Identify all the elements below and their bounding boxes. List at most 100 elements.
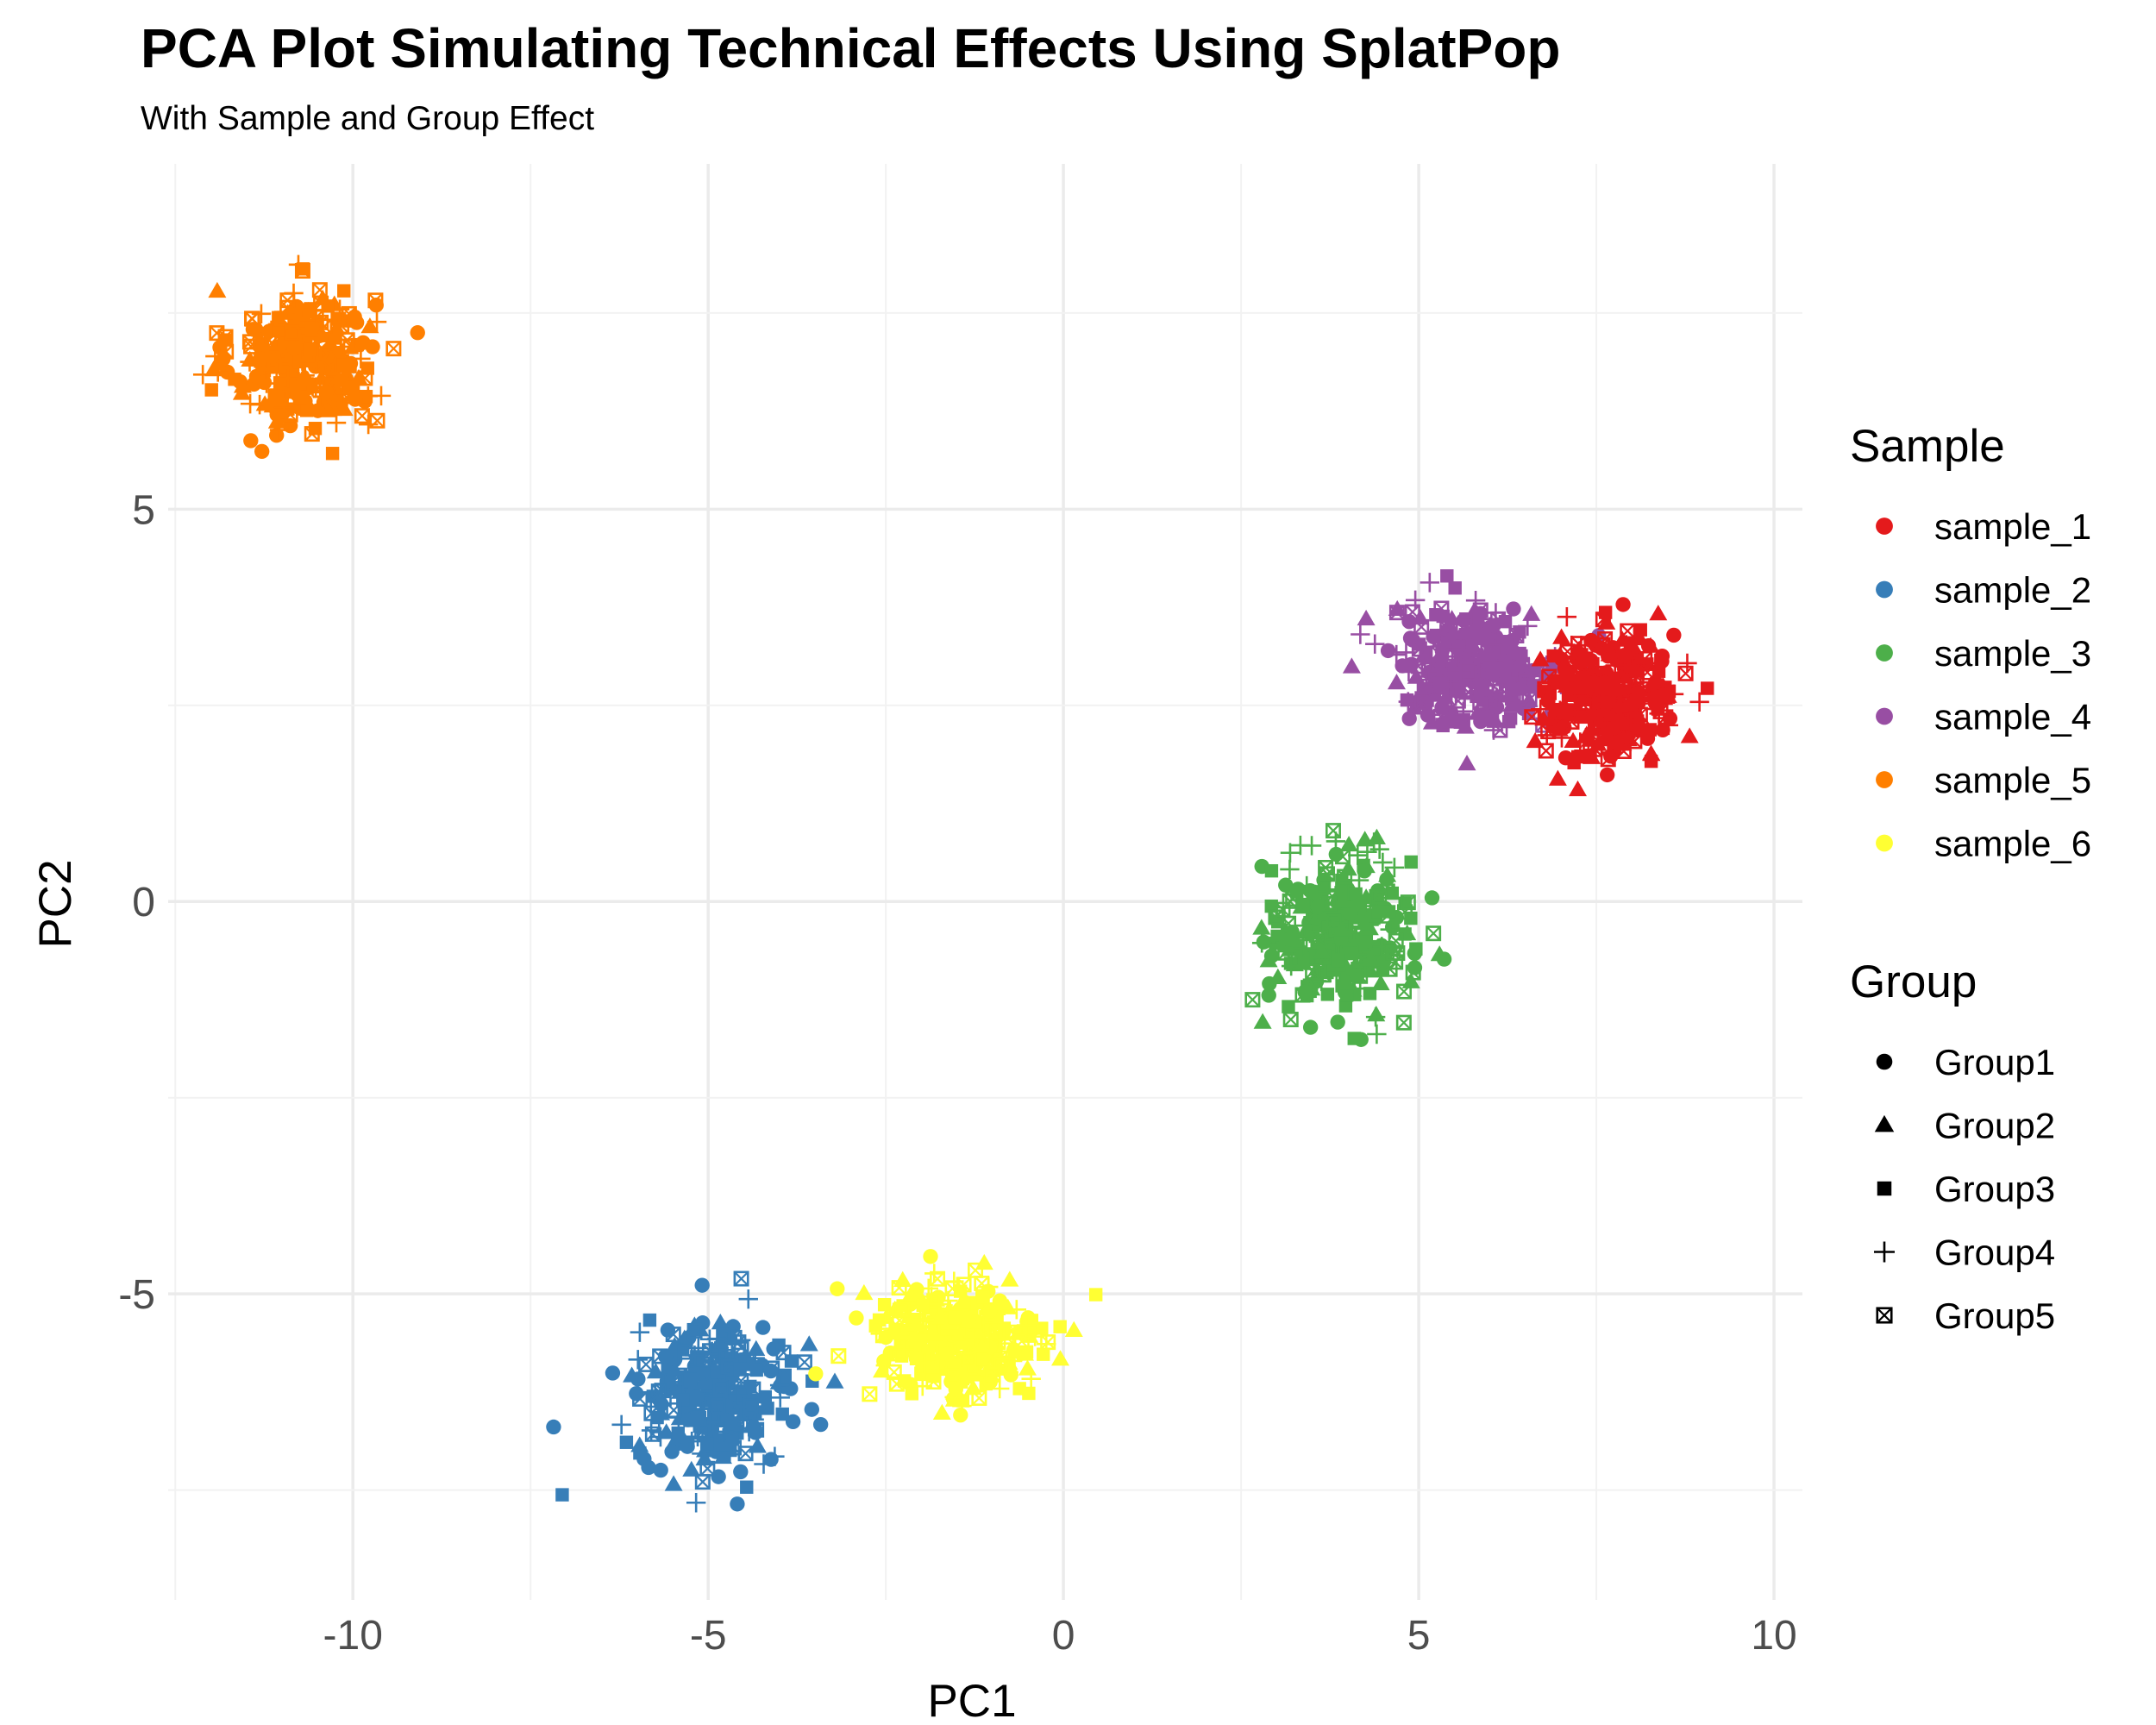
data-point: [1367, 828, 1386, 844]
data-point: [1615, 597, 1631, 612]
data-point: [650, 1383, 667, 1400]
data-point: [319, 401, 338, 417]
data-point: [913, 1309, 934, 1329]
data-point: [254, 443, 270, 460]
data-point: [799, 1335, 818, 1352]
x-tick-label: -5: [690, 1613, 727, 1659]
data-point: [1244, 992, 1261, 1008]
data-point: [924, 1264, 944, 1283]
data-point: [1337, 869, 1353, 885]
data-point: [1652, 703, 1669, 719]
data-point: [355, 335, 371, 350]
data-point: [1064, 1320, 1083, 1337]
data-point: [1473, 605, 1489, 622]
data-point: [1633, 623, 1647, 637]
data-point: [956, 1276, 972, 1293]
data-point: [1263, 948, 1280, 963]
legend-label: Group5: [1934, 1295, 2055, 1336]
data-point: [1522, 605, 1541, 621]
data-point: [360, 317, 379, 334]
data-point: [1540, 693, 1556, 709]
data-point: [724, 1333, 745, 1352]
data-point: [951, 1327, 966, 1341]
data-point: [1282, 1012, 1299, 1028]
legend-key: [1874, 1241, 1895, 1263]
data-point: [1629, 664, 1643, 678]
data-point: [877, 1298, 892, 1312]
data-point: [1625, 718, 1641, 735]
data-point: [1569, 780, 1588, 797]
data-point: [264, 398, 279, 413]
data-point: [1336, 957, 1355, 973]
data-point: [359, 389, 373, 404]
data-point: [976, 1290, 990, 1304]
data-point: [1604, 678, 1623, 694]
data-point: [1583, 632, 1599, 649]
data-point: [233, 377, 252, 393]
data-point: [664, 1375, 680, 1391]
data-point: [317, 318, 333, 335]
data-point: [628, 1350, 648, 1370]
data-point: [1325, 823, 1341, 839]
data-point: [1639, 720, 1658, 737]
data-point: [733, 1270, 749, 1287]
data-point: [664, 1475, 683, 1491]
data-point: [268, 310, 287, 327]
data-point: [685, 1346, 705, 1365]
data-point: [1413, 694, 1430, 711]
y-axis-title: PC2: [30, 859, 81, 948]
legend-label: sample_6: [1934, 824, 2091, 864]
data-point: [1407, 945, 1423, 962]
data-point: [1598, 708, 1614, 724]
data-point: [1382, 905, 1396, 919]
legend-item: sample_2: [1876, 570, 2091, 611]
data-point: [873, 1362, 892, 1378]
data-point: [1280, 843, 1300, 862]
data-point: [694, 1424, 711, 1440]
data-point: [1003, 1367, 1018, 1383]
data-point: [360, 361, 374, 375]
data-point: [1677, 653, 1697, 674]
data-point: [1404, 855, 1418, 869]
data-point: [765, 1446, 785, 1466]
data-point: [671, 1426, 685, 1440]
legend-label: sample_4: [1934, 697, 2091, 737]
legend-key: [1876, 580, 1893, 599]
data-point: [973, 1352, 987, 1366]
data-point: [605, 1365, 621, 1381]
data-point: [1436, 609, 1450, 624]
data-point: [1613, 630, 1632, 647]
data-point: [1018, 1359, 1037, 1376]
data-point: [368, 298, 384, 313]
data-point: [1616, 648, 1633, 663]
data-point: [1429, 688, 1449, 709]
data-point: [630, 1322, 650, 1342]
data-point: [1253, 1013, 1272, 1029]
data-point: [1564, 731, 1583, 749]
data-point: [1365, 1007, 1386, 1027]
data-point: [244, 310, 260, 327]
data-point: [694, 1277, 710, 1293]
data-point: [908, 1350, 924, 1366]
data-point: [712, 1380, 729, 1396]
data-point: [1513, 625, 1526, 639]
data-point: [1344, 946, 1358, 961]
legend-key: [1876, 644, 1893, 662]
data-point: [1371, 888, 1388, 905]
data-point: [956, 1293, 975, 1309]
data-point: [1328, 846, 1344, 862]
data-point: [300, 404, 314, 417]
data-point: [1349, 968, 1365, 984]
data-point: [796, 1354, 812, 1371]
data-point: [1412, 637, 1426, 651]
axis-tick-labels: -10 -5 0 5 10 -5 0 5: [118, 487, 1796, 1659]
data-point: [1353, 898, 1367, 912]
data-point: [653, 1462, 668, 1478]
data-point: [1371, 905, 1385, 919]
data-point: [683, 1372, 698, 1387]
data-point: [310, 361, 331, 381]
cluster-sample_1: [1524, 597, 1714, 797]
data-point: [1388, 599, 1407, 617]
data-point: [1338, 999, 1353, 1013]
data-point: [339, 332, 355, 348]
